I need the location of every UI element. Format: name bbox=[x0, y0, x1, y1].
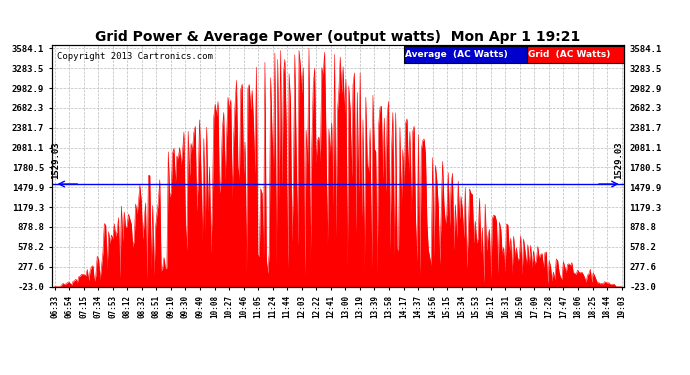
FancyBboxPatch shape bbox=[527, 46, 624, 63]
Title: Grid Power & Average Power (output watts)  Mon Apr 1 19:21: Grid Power & Average Power (output watts… bbox=[95, 30, 581, 44]
Text: 1529.03: 1529.03 bbox=[52, 141, 61, 179]
Text: Average  (AC Watts): Average (AC Watts) bbox=[405, 50, 508, 59]
Text: 1529.03: 1529.03 bbox=[614, 141, 623, 179]
FancyBboxPatch shape bbox=[404, 46, 527, 63]
Text: Grid  (AC Watts): Grid (AC Watts) bbox=[529, 50, 611, 59]
Text: Copyright 2013 Cartronics.com: Copyright 2013 Cartronics.com bbox=[57, 52, 213, 61]
